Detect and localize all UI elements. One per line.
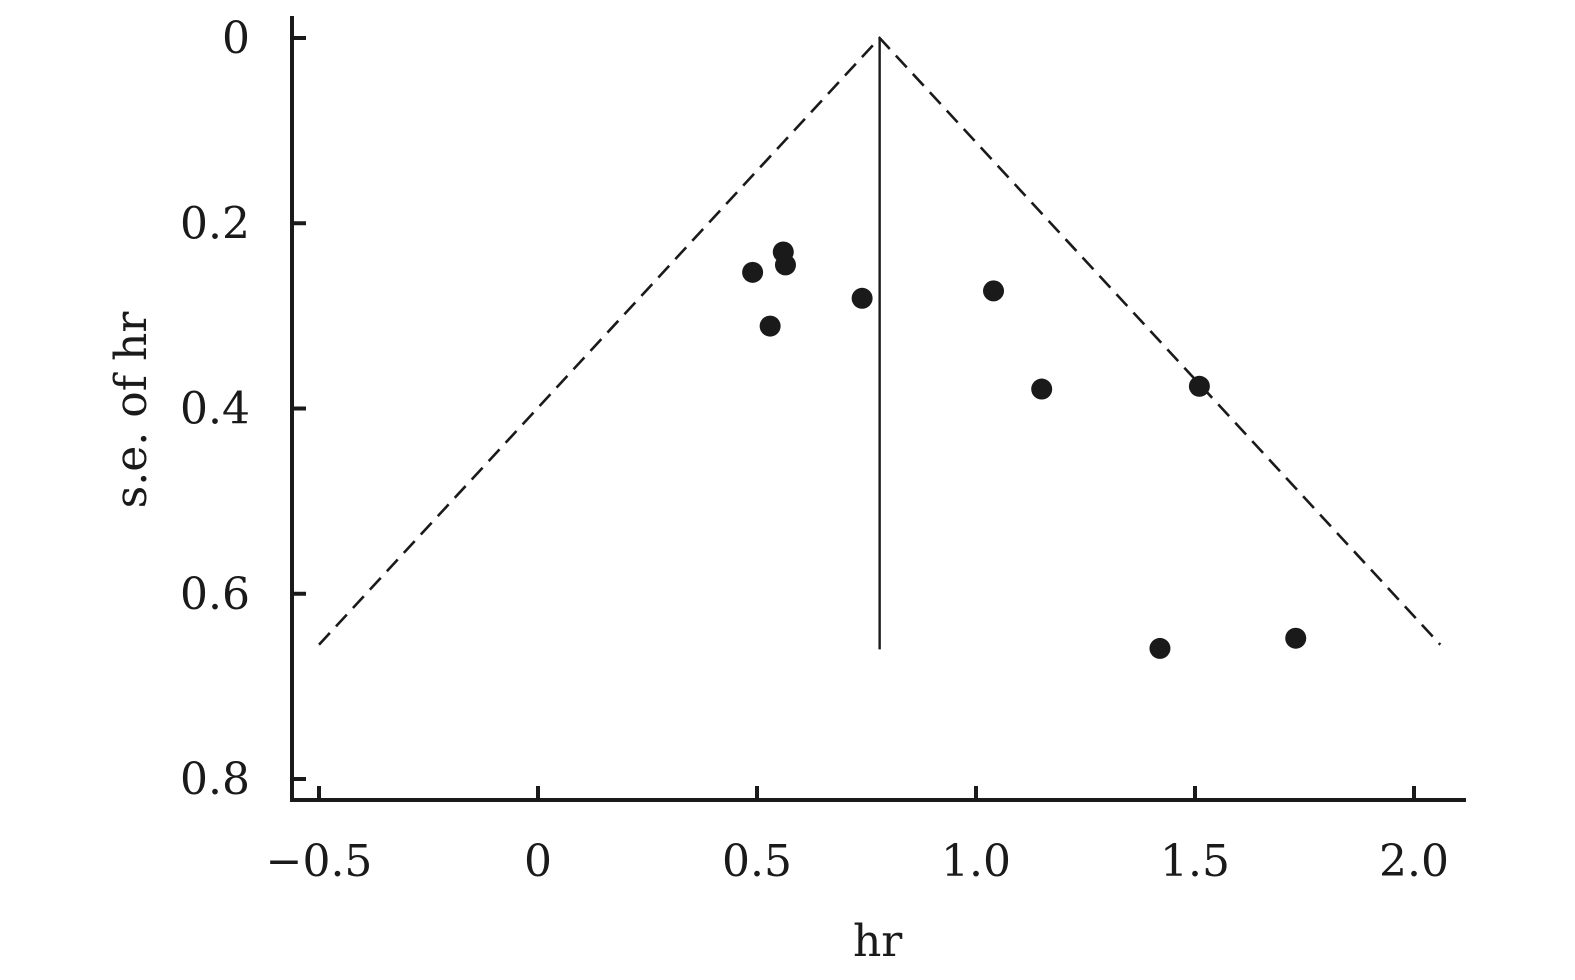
data-point bbox=[759, 315, 781, 337]
data-point bbox=[1285, 627, 1307, 649]
x-tick-label: 0.5 bbox=[722, 836, 792, 887]
data-point bbox=[774, 254, 796, 276]
x-tick-label: 2.0 bbox=[1379, 836, 1449, 887]
data-points bbox=[742, 241, 1307, 659]
y-axis-title: s.e. of hr bbox=[106, 311, 157, 509]
y-tick-label: 0.8 bbox=[180, 754, 250, 805]
y-tick-label: 0.2 bbox=[180, 198, 250, 249]
x-axis-title: hr bbox=[853, 916, 903, 967]
y-tick-label: 0 bbox=[222, 13, 250, 64]
x-tick-label: −0.5 bbox=[266, 836, 373, 887]
y-tick-label: 0.6 bbox=[180, 569, 250, 620]
data-point bbox=[851, 287, 873, 309]
axes bbox=[290, 16, 1466, 802]
data-point bbox=[1149, 637, 1171, 659]
data-point bbox=[742, 261, 764, 283]
x-tick-label: 0 bbox=[524, 836, 552, 887]
data-point bbox=[983, 280, 1005, 302]
y-ticks: 0 0.2 0.4 0.6 0.8 bbox=[180, 13, 306, 805]
y-tick-label: 0.4 bbox=[180, 384, 250, 435]
x-tick-label: 1.0 bbox=[941, 836, 1011, 887]
data-point bbox=[1031, 378, 1053, 400]
x-ticks: −0.5 0 0.5 1.0 1.5 2.0 bbox=[266, 786, 1449, 887]
data-point bbox=[1188, 375, 1210, 397]
funnel-lines bbox=[318, 36, 1442, 650]
x-tick-label: 1.5 bbox=[1160, 836, 1230, 887]
